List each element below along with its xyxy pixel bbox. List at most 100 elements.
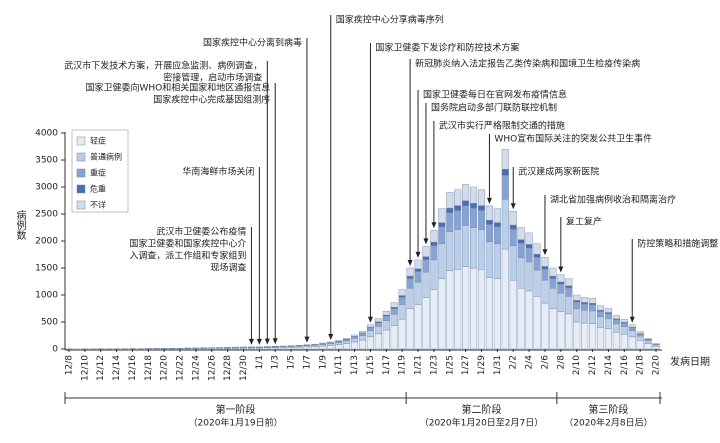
annotation: 武汉市下发技术方案，开展应急监测、病例调查，密接管理，启动市场调查 bbox=[64, 60, 270, 345]
bar-segment bbox=[509, 224, 517, 230]
arrow-head bbox=[272, 338, 278, 345]
x-tick-label: 12/18 bbox=[144, 355, 154, 381]
x-tick-label: 12/20 bbox=[160, 355, 170, 381]
legend-swatch bbox=[76, 184, 86, 194]
bar-segment bbox=[366, 327, 374, 331]
bar-segment bbox=[644, 343, 652, 350]
bar-segment bbox=[533, 269, 541, 297]
bar-segment bbox=[612, 332, 620, 350]
bar-segment bbox=[438, 208, 446, 223]
bar-segment bbox=[358, 335, 367, 341]
x-tick-label: 1/1 bbox=[255, 355, 265, 369]
annotation-text: WHO宣布国际关注的突发公共卫生事件 bbox=[494, 133, 652, 145]
x-tick-label: 2/8 bbox=[556, 355, 566, 370]
bar-segment bbox=[477, 269, 486, 350]
bar-segment bbox=[628, 324, 636, 328]
legend-label: 轻症 bbox=[90, 136, 106, 146]
bar-segment bbox=[438, 243, 446, 279]
bar-segment bbox=[525, 261, 533, 292]
x-axis-title: 发病日期 bbox=[670, 355, 710, 368]
bar-segment bbox=[596, 311, 605, 317]
bar-segment bbox=[652, 344, 660, 347]
bar-segment bbox=[335, 340, 343, 342]
annotation-text: 新冠肺炎纳入法定报告乙类传染病和国境卫生检疫传染病 bbox=[415, 58, 640, 70]
annotation-text: 现场调查 bbox=[210, 262, 246, 274]
bar-segment bbox=[509, 211, 517, 226]
bar-segment bbox=[358, 339, 367, 350]
bar-segment bbox=[279, 347, 287, 350]
x-tick-label: 1/7 bbox=[302, 355, 312, 369]
legend-swatch bbox=[76, 200, 86, 210]
annotation-text: 密接管理，启动市场调查 bbox=[163, 72, 262, 84]
bar-segment bbox=[493, 208, 501, 223]
bar-segment bbox=[541, 268, 549, 281]
arrow-head bbox=[629, 316, 635, 323]
phase-period: （2020年2月8日后） bbox=[564, 417, 652, 429]
bar-segment bbox=[406, 288, 414, 309]
x-tick-label: 12/12 bbox=[96, 355, 106, 381]
bar-segment bbox=[596, 316, 605, 328]
bar-segment bbox=[557, 281, 565, 285]
bar-segment bbox=[390, 307, 398, 309]
x-tick-label: 12/28 bbox=[223, 355, 233, 381]
x-tick-label: 2/12 bbox=[588, 355, 598, 375]
bar-segment bbox=[454, 269, 462, 350]
bar-segment bbox=[549, 278, 557, 289]
x-tick-label: 2/2 bbox=[509, 355, 519, 369]
bar-segment bbox=[533, 296, 541, 350]
x-tick-label: 1/9 bbox=[318, 355, 328, 370]
bar-segment bbox=[652, 343, 660, 345]
arrow-head bbox=[256, 338, 262, 345]
x-tick-label: 12/16 bbox=[128, 355, 138, 381]
annotation-text: 国家疾控中心分离到病毒 bbox=[203, 37, 302, 49]
x-tick-label: 1/31 bbox=[493, 355, 503, 375]
y-tick-label: 500 bbox=[41, 318, 58, 328]
bar-segment bbox=[485, 219, 493, 225]
bar-segment bbox=[327, 345, 335, 350]
bar-segment bbox=[573, 300, 581, 303]
bar-segment bbox=[390, 313, 398, 326]
x-tick-label: 2/16 bbox=[620, 355, 630, 375]
bar-segment bbox=[438, 278, 446, 350]
bar-segment bbox=[343, 340, 351, 344]
legend-label: 普通病例 bbox=[90, 152, 122, 162]
bar-segment bbox=[612, 323, 620, 333]
bar-segment bbox=[406, 267, 414, 277]
annotation-text: 国家卫健委向WHO和相关国家和地区通报信息 bbox=[85, 82, 270, 94]
bar-segment bbox=[430, 289, 438, 350]
y-tick-label: 2500 bbox=[35, 210, 58, 220]
bar-segment bbox=[493, 278, 501, 350]
bar-segment bbox=[565, 296, 573, 315]
arrow-head bbox=[542, 249, 548, 256]
x-tick-label: 2/4 bbox=[525, 355, 535, 370]
bar-segment bbox=[636, 333, 644, 337]
bar-segment bbox=[549, 275, 557, 279]
x-tick-label: 1/19 bbox=[398, 355, 408, 375]
phase-period: （2020年1月19日前） bbox=[189, 417, 283, 429]
bar-segment bbox=[573, 321, 581, 350]
annotation-text: 国家疾控中心分享病毒序列 bbox=[336, 14, 444, 26]
legend-label: 重症 bbox=[90, 168, 106, 178]
bar-segment bbox=[589, 323, 597, 350]
bar-segment bbox=[454, 229, 462, 270]
arrow-head bbox=[486, 197, 492, 204]
bar-segment bbox=[596, 327, 605, 350]
x-tick-label: 1/29 bbox=[477, 355, 487, 375]
bar-segment bbox=[406, 275, 414, 279]
annotation-text: 入调查，派工作组和专家组到 bbox=[129, 250, 246, 262]
bar-segment bbox=[311, 346, 319, 350]
bar-segment bbox=[335, 342, 343, 345]
y-tick-label: 1000 bbox=[35, 291, 58, 301]
arrow-head bbox=[510, 203, 516, 210]
bar-segment bbox=[454, 189, 462, 206]
phase-period: （2020年1月20日至2月7日） bbox=[420, 417, 544, 429]
annotation: 湖北省加强病例收治和隔离治疗 bbox=[542, 194, 676, 256]
bar-segment bbox=[636, 340, 644, 350]
phase-name: 第二阶段 bbox=[462, 403, 502, 416]
bar-segment bbox=[501, 198, 509, 250]
bar-segment bbox=[525, 247, 533, 263]
x-tick-label: 2/18 bbox=[636, 355, 646, 375]
annotation: 复工复产 bbox=[558, 216, 602, 273]
